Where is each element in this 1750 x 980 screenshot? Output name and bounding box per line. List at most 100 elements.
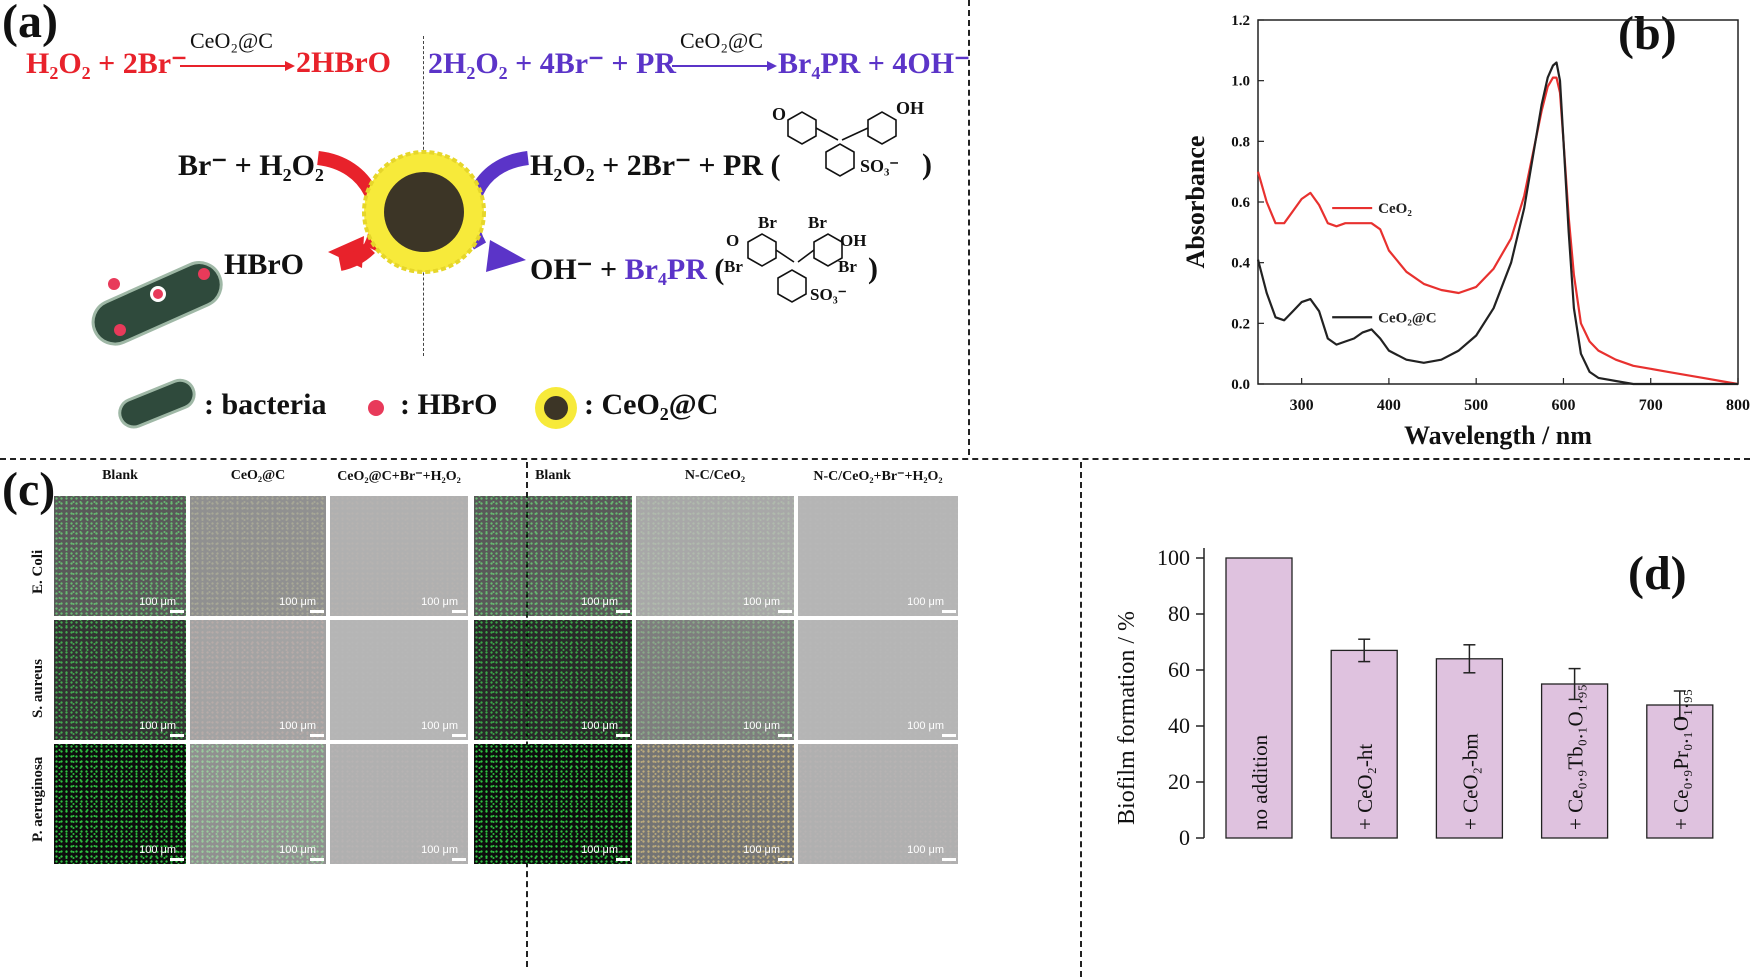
reaction-right-lhs: 2H₂O₂ + 4Br⁻ + PR [428,47,676,80]
biofilm-bar-chart: 0 20 40 60 80 100 Biofilm formation / % no addi… [1114,545,1714,850]
reaction-left-lhs: H₂O₂ + 2Br⁻ [26,47,187,80]
bar-2 [1435,658,1504,839]
micrograph-row-label: P. aeruginosa [30,756,46,842]
reaction-right-catalyst: CeO₂@C [680,28,763,53]
x-tick-label: 800 [1726,397,1750,414]
micrograph-column-label: Blank [535,468,571,483]
legend-hbro-icon [368,400,384,416]
micrograph-image: 100 μm [330,744,468,864]
scale-bar [778,610,792,613]
micrograph-column-label: CeO₂@C+Br⁻+H₂O₂ [337,469,461,484]
catalyst-scheme [316,150,530,274]
micrograph-image: 100 μm [798,620,958,740]
br4pr-o: O [726,231,739,250]
scale-bar [170,610,184,613]
y-tick-label: 60 [1168,657,1190,682]
absorbance-chart: 300 400 500 600 700 800 0.0 0.2 0.4 0.6 0.8 1.0 1.2 W… [1181,13,1750,450]
scale-bar [452,858,466,861]
micrograph-image: 100 μm [798,744,958,864]
pr-o: O [772,104,786,124]
micrograph-image: 100 μm [54,620,186,740]
reaction-left-rhs: 2HBrO [296,46,391,79]
micrograph-column-label: N-C/CeO₂ [684,468,746,483]
micrograph-image: 100 μm [474,620,632,740]
ceria-core [384,172,464,252]
y-tick-label: 0.2 [1231,316,1250,332]
scale-bar [942,734,956,737]
paren-open: ( [706,253,725,286]
panel-a-label: (a) [2,0,58,48]
micrograph-column-label: N-C/CeO₂+Br⁻+H₂O₂ [813,469,943,484]
br4pr-oh: OH [840,231,866,250]
scale-bar-label: 100 μm [581,596,618,608]
divider-top-bottom [0,458,1750,460]
micrograph-row-label: E. Coli [30,549,46,594]
reaction-right-arrow [672,61,777,71]
y-tick-label: 40 [1168,713,1190,738]
reaction-left-catalyst: CeO₂@C [190,28,273,53]
panel-d-label: (d) [1628,547,1687,600]
left-input-label: Br⁻ + H₂O₂ [178,149,324,182]
reaction-left-arrow [180,61,295,71]
scale-bar-label: 100 μm [421,720,458,732]
right-output-close: ) [868,252,878,285]
micrograph-image: 100 μm [190,496,326,616]
scale-bar-label: 100 μm [743,596,780,608]
br4pr-br-4: Br [838,257,857,276]
scale-bar-label: 100 μm [907,596,944,608]
micrograph-image: 100 μm [190,620,326,740]
y-tick-label: 80 [1168,601,1190,626]
scale-bar-label: 100 μm [421,844,458,856]
left-out-arrow [338,242,375,271]
scale-bar [616,734,630,737]
category-label: + CeO₂-ht [1353,744,1377,830]
legend-bacteria-text: : bacteria [204,388,327,421]
scale-bar [170,858,184,861]
micrograph-image: 100 μm [474,496,632,616]
legend-ceo2c-text: : CeO₂@C [584,388,719,421]
x-tick-label: 600 [1551,397,1575,414]
micrograph-image: 100 μm [474,744,632,864]
oh-text: OH⁻ + [530,253,625,286]
y-tick-label: 1.2 [1231,13,1250,29]
legend-hbro-text: : HBrO [400,388,498,421]
micrograph-column-label: CeO₂@C [230,468,286,483]
bacterium-illustration [91,261,223,346]
y-tick-label: 0.0 [1231,377,1250,393]
right-input-close: ) [922,148,932,181]
left-output-label: HBrO [224,248,304,281]
micrograph-image: 100 μm [330,620,468,740]
legend-ceo2c-icon [535,387,577,429]
scale-bar-label: 100 μm [743,720,780,732]
scale-bar-label: 100 μm [139,596,176,608]
br4pr-br-3: Br [808,213,827,232]
divider-ab [968,0,970,455]
micrograph-row-label: S. aureus [30,659,46,718]
y-axis-label: Biofilm formation / % [1114,611,1140,825]
category-label: + Ce₀.₉Pr₀.₁O₁.₉₅ [1669,689,1693,830]
y-tick-label: 100 [1157,545,1190,570]
scale-bar [778,858,792,861]
br4pr-text: Br₄PR [624,253,707,286]
br4pr-so3: SO₃⁻ [810,285,847,304]
micrograph-image: 100 μm [798,496,958,616]
right-output-label: OH⁻ + Br₄PR ( [530,252,724,287]
y-axis-label: Absorbance [1181,136,1210,269]
annotation-label-0: CeO₂ [1378,201,1412,217]
category-label: no addition [1248,734,1272,830]
scale-bar-label: 100 μm [581,844,618,856]
br4pr-br-2: Br [724,257,743,276]
bar-3 [1540,683,1609,839]
scale-bar [942,610,956,613]
scale-bar [616,858,630,861]
y-tick-label: 1.0 [1231,74,1250,90]
series-line-0 [1256,76,1739,386]
right-out-arrowhead [486,240,526,272]
scale-bar-label: 100 μm [279,844,316,856]
scale-bar-label: 100 μm [743,844,780,856]
scale-bar [310,734,324,737]
pr-so3: SO₃⁻ [860,156,899,176]
scale-bar [310,610,324,613]
category-label: + CeO₂-bm [1458,733,1482,830]
panel-b-label: (b) [1618,7,1677,60]
